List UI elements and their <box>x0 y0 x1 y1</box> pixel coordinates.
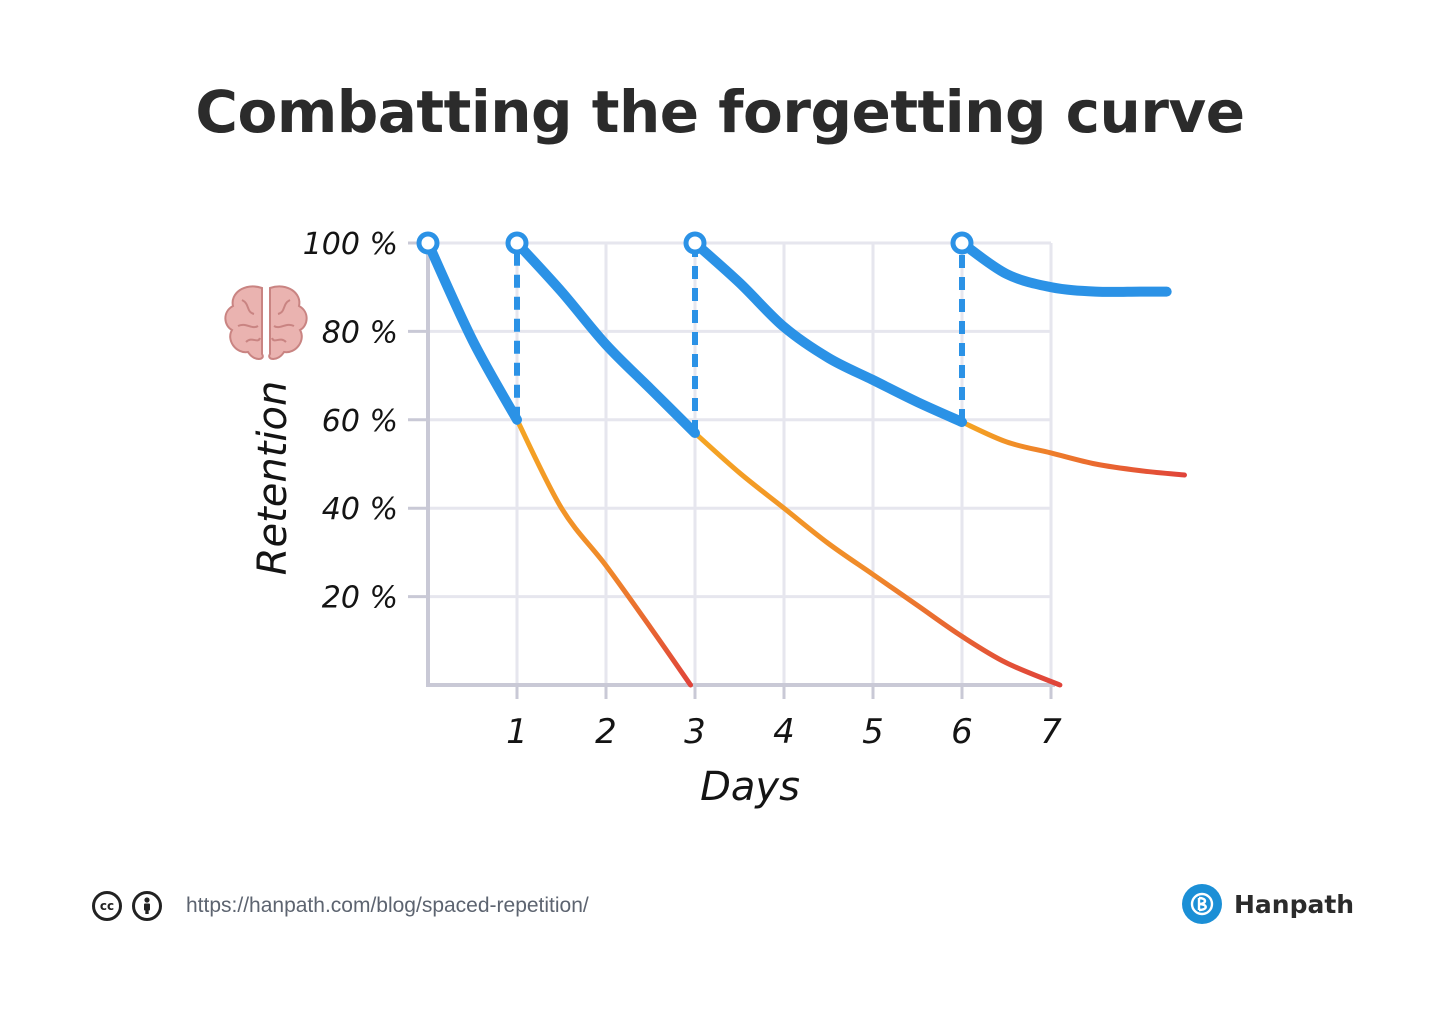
x-tick-label: 2 <box>595 712 617 752</box>
decay-curve <box>692 430 1063 688</box>
brand-logo: Hanpath <box>1182 882 1354 926</box>
review-marker <box>416 231 440 255</box>
retention-curve <box>957 238 1172 297</box>
footer-license: cc https://hanpath.com/blog/spaced-repet… <box>92 886 589 926</box>
decay-curve <box>514 417 694 688</box>
attribution-icon <box>132 891 162 921</box>
decay-curve <box>959 419 1187 478</box>
x-tick-label: 3 <box>684 712 706 752</box>
x-tick-label: 6 <box>951 712 973 752</box>
hanpath-logo-icon <box>1182 884 1222 924</box>
y-tick-label: 20 % <box>322 581 398 616</box>
retention-curves <box>423 238 1172 439</box>
decay-curves <box>514 417 1187 688</box>
creative-commons-icon: cc <box>92 891 122 921</box>
y-tick-label: 40 % <box>322 492 398 527</box>
x-tick-label: 1 <box>506 712 528 752</box>
x-axis-label: Days <box>700 764 800 810</box>
brain-icon <box>224 285 308 360</box>
review-markers <box>416 231 974 255</box>
y-tick-label: 80 % <box>322 315 398 350</box>
chart-title: Combatting the forgetting curve <box>195 78 1245 146</box>
x-tick-label: 5 <box>862 712 884 752</box>
x-tick-label: 7 <box>1040 712 1062 752</box>
y-tick-label: 100 % <box>303 227 398 262</box>
x-tick-label: 4 <box>773 712 795 752</box>
review-marker <box>683 231 707 255</box>
source-url[interactable]: https://hanpath.com/blog/spaced-repetiti… <box>186 894 589 917</box>
y-axis-label: Retention <box>250 381 296 576</box>
review-marker <box>505 231 529 255</box>
chart: 1 2 3 4 5 6 7 20 % 40 % 60 % 80 % 100 % Retention D… <box>224 227 1187 810</box>
review-marker <box>950 231 974 255</box>
brand-name: Hanpath <box>1234 889 1355 919</box>
grid <box>428 241 1053 685</box>
retention-curve <box>690 238 967 428</box>
y-tick-label: 60 % <box>322 404 398 439</box>
axes: 1 2 3 4 5 6 7 20 % 40 % 60 % 80 % 100 % <box>303 227 1062 752</box>
retention-curve <box>423 238 522 425</box>
retention-curve <box>512 238 700 439</box>
